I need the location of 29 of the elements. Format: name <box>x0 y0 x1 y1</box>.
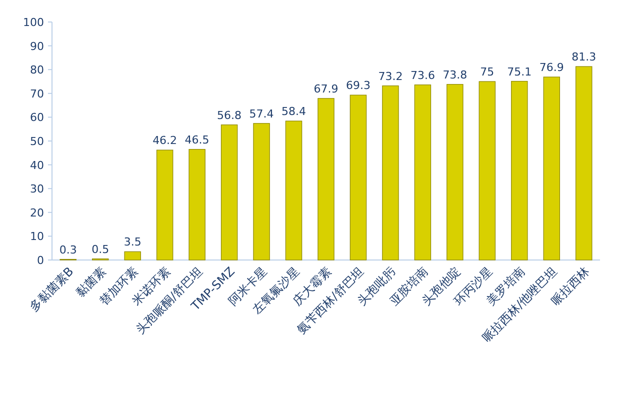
y-tick-label: 0 <box>37 254 44 267</box>
data-label: 46.5 <box>184 133 210 146</box>
y-tick-label: 70 <box>30 87 44 100</box>
data-label: 75.1 <box>507 65 532 78</box>
y-tick-label: 60 <box>30 111 44 124</box>
y-tick-label: 30 <box>30 182 44 196</box>
data-label: 75 <box>480 66 494 78</box>
y-tick-label: 80 <box>30 64 44 77</box>
data-label: 76.9 <box>539 60 564 74</box>
data-label: 73.6 <box>410 68 435 82</box>
data-label: 67.9 <box>314 82 338 96</box>
y-tick-label: 40 <box>30 158 44 172</box>
data-label: 57.4 <box>249 107 274 120</box>
y-tick-label: 100 <box>23 16 44 29</box>
data-label: 73.8 <box>442 68 468 82</box>
data-label: 0.5 <box>92 242 110 256</box>
data-label: 56.8 <box>217 108 242 122</box>
y-tick-label: 50 <box>30 135 44 148</box>
y-tick-label: 90 <box>30 40 44 53</box>
x-tick-label: 多黏菌素B <box>26 264 76 314</box>
data-label: 58.4 <box>282 105 306 118</box>
y-tick-label: 20 <box>30 206 44 220</box>
data-label: 3.5 <box>124 236 142 249</box>
y-tick-label: 10 <box>30 230 44 244</box>
data-label: 69.3 <box>346 79 370 92</box>
data-label: 0.3 <box>59 243 77 256</box>
data-label: 73.2 <box>378 70 403 83</box>
data-label: 46.2 <box>152 134 178 148</box>
data-label: 81.3 <box>572 50 596 64</box>
